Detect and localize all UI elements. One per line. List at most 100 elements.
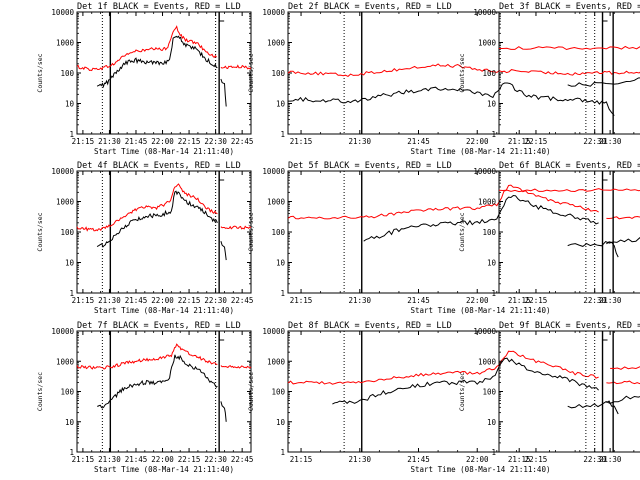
plot-frame: [498, 11, 640, 135]
x-tick-label: 22:45: [231, 296, 254, 305]
x-tick-label: 21:45: [407, 455, 430, 464]
x-tick-label: 21:30: [98, 296, 121, 305]
x-tick-label: 21:30: [599, 296, 622, 305]
x-tick-label: 22:00: [466, 137, 489, 146]
y-tick-label: 10000: [51, 167, 74, 176]
panel-title: Det 9f BLACK = Events, RED = LLD: [499, 321, 640, 331]
y-tick-label: 1000: [56, 357, 75, 366]
x-tick-label: 21:15: [508, 137, 531, 146]
events-series-line: [606, 241, 619, 258]
y-tick-label: 10000: [473, 8, 496, 17]
y-tick-label: 100: [60, 228, 74, 237]
interval-bracket: [602, 13, 608, 22]
interval-bracket: [218, 13, 225, 22]
y-tick-label: 10000: [51, 8, 74, 17]
x-tick-label: 21:15: [72, 296, 95, 305]
y-tick-label: 1: [491, 130, 496, 139]
lld-series-line: [287, 63, 640, 77]
y-tick-label: 100: [60, 388, 74, 397]
events-series-line: [97, 354, 218, 409]
y-axis-label: Counts/sec: [36, 212, 44, 251]
y-tick-label: 10: [65, 418, 75, 427]
lld-series-line: [220, 64, 252, 70]
plot-frame: [76, 170, 252, 294]
panel-det-4f: Det 4f BLACK = Events, RED = LLD 1 10 100 10…: [36, 161, 253, 315]
y-axis-label: Counts/sec: [458, 53, 466, 92]
y-tick-label: 1000: [267, 198, 286, 207]
x-tick-label: 22:00: [151, 137, 174, 146]
x-tick-label: 22:45: [231, 455, 254, 464]
y-tick-label: 100: [271, 69, 285, 78]
y-tick-label: 1: [280, 289, 285, 298]
y-axis-label: Counts/sec: [36, 372, 44, 411]
y-tick-label: 100: [482, 228, 496, 237]
events-series-line: [332, 357, 599, 405]
x-tick-label: 22:30: [583, 296, 606, 305]
y-tick-label: 100: [271, 228, 285, 237]
y-tick-label: 1: [491, 448, 496, 457]
x-tick-label: 22:30: [204, 137, 227, 146]
lld-series-line: [220, 225, 252, 230]
x-tick-label: 21:15: [72, 137, 95, 146]
x-tick-label: 21:15: [290, 137, 313, 146]
interval-bracket: [602, 332, 608, 341]
y-axis-label: Counts/sec: [247, 212, 255, 251]
events-series-line: [567, 395, 640, 409]
panel-det-6f: Det 6f BLACK = Events, RED = LLD 1 10 100 10…: [458, 161, 640, 305]
plot-frame: [498, 330, 640, 453]
y-axis-label: Counts/sec: [458, 372, 466, 411]
y-tick-label: 1000: [267, 357, 286, 366]
y-tick-label: 100: [271, 388, 285, 397]
panel-det-8f: Det 8f BLACK = Events, RED = LLD 1 10 100 10…: [247, 321, 640, 474]
y-tick-label: 10000: [473, 167, 496, 176]
y-tick-label: 1000: [267, 39, 286, 48]
y-tick-label: 10: [65, 100, 75, 109]
x-tick-label: 22:15: [525, 296, 548, 305]
y-tick-label: 10: [276, 100, 286, 109]
events-series-line: [363, 194, 599, 242]
lld-series-line: [610, 366, 640, 370]
lld-series-line: [76, 343, 218, 370]
x-tick-label: 22:45: [231, 137, 254, 146]
panel-title: Det 5f BLACK = Events, RED = LLD: [288, 161, 452, 171]
panel-det-3f: Det 3f BLACK = Events, RED = LLD 1 10 100 10…: [458, 2, 640, 146]
plot-frame: [76, 11, 252, 135]
x-tick-label: 21:30: [348, 296, 371, 305]
y-tick-label: 100: [60, 69, 74, 78]
x-tick-label: 21:15: [508, 296, 531, 305]
x-tick-label: 22:00: [151, 455, 174, 464]
events-series-line: [220, 241, 227, 261]
panel-det-1f: Det 1f BLACK = Events, RED = LLD 1 10 100 10…: [36, 2, 253, 156]
x-axis-label: Start Time (08-Mar-14 21:11:40): [94, 465, 234, 474]
y-tick-label: 1: [280, 130, 285, 139]
y-tick-label: 1: [69, 289, 74, 298]
x-tick-label: 21:45: [125, 455, 148, 464]
x-tick-label: 21:30: [599, 137, 622, 146]
panel-det-5f: Det 5f BLACK = Events, RED = LLD 1 10 100 10…: [247, 161, 640, 315]
x-axis-label: Start Time (08-Mar-14 21:11:40): [94, 306, 234, 315]
lld-series-line: [499, 45, 640, 51]
y-tick-label: 1: [491, 289, 496, 298]
interval-bracket: [218, 172, 225, 181]
panel-title: Det 4f BLACK = Events, RED = LLD: [77, 161, 241, 171]
x-tick-label: 22:15: [525, 137, 548, 146]
x-tick-label: 22:30: [583, 137, 606, 146]
y-axis-label: Counts/sec: [36, 53, 44, 92]
interval-bracket: [602, 172, 608, 181]
x-tick-label: 22:15: [178, 296, 201, 305]
x-axis-label: Start Time (08-Mar-14 21:11:40): [411, 465, 551, 474]
x-tick-label: 22:15: [525, 455, 548, 464]
panel-title: Det 3f BLACK = Events, RED = LLD: [499, 2, 640, 12]
lld-series-line: [287, 350, 599, 385]
y-tick-label: 1000: [478, 198, 497, 207]
lld-series-line: [606, 215, 640, 220]
lld-series-line: [287, 184, 599, 220]
x-tick-label: 22:15: [178, 455, 201, 464]
x-tick-label: 21:30: [98, 137, 121, 146]
x-tick-label: 22:00: [466, 296, 489, 305]
y-tick-label: 10000: [262, 327, 285, 336]
y-tick-label: 10000: [262, 167, 285, 176]
x-tick-label: 21:15: [290, 455, 313, 464]
x-tick-label: 21:30: [599, 455, 622, 464]
